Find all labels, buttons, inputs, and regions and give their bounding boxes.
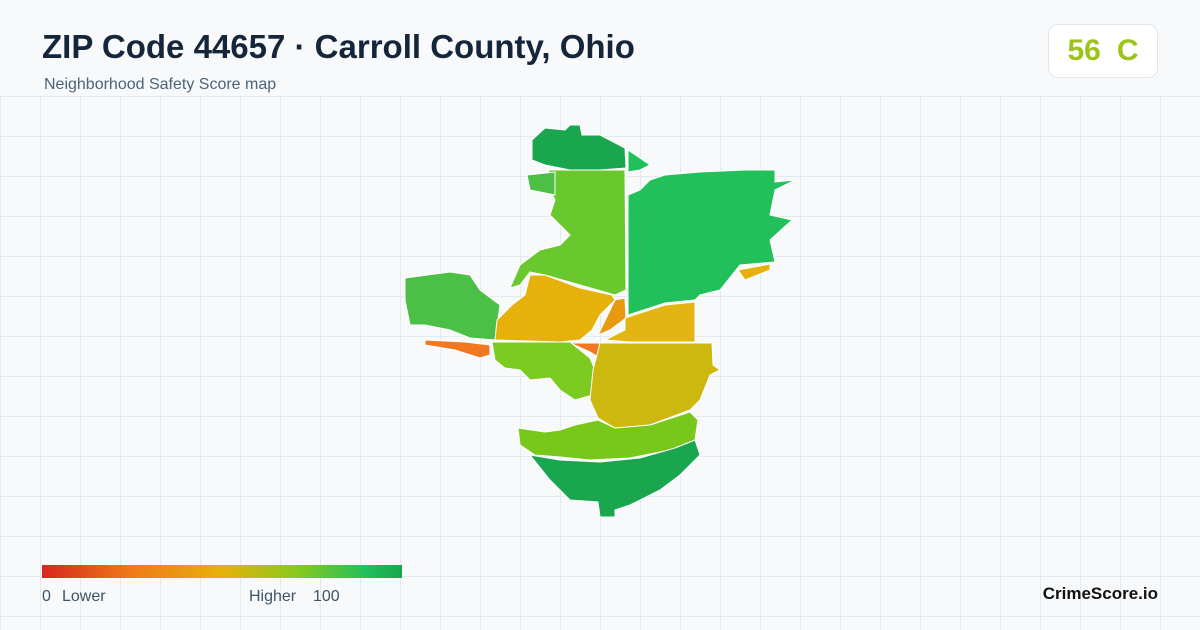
region [517,411,699,461]
title: ZIP Code 44657 · Carroll County, Ohio [42,28,635,65]
region [627,169,796,316]
score-grade: C [1116,34,1139,67]
region [737,263,771,281]
legend-min: 0 [42,588,51,605]
score-value: 56 [1067,34,1101,67]
legend-max: 100 [313,588,340,605]
region [627,149,651,173]
region [509,169,627,296]
legend-min-label: Lower [62,588,106,605]
region [491,341,596,401]
legend-max-label: Higher [249,588,297,605]
region [528,439,701,518]
region [603,301,696,343]
legend-gradient [42,565,402,578]
region [404,271,501,341]
brand: CrimeScore.io [1042,584,1158,603]
score-badge: 56 C [1048,24,1158,78]
region [526,171,556,196]
subtitle: Neighborhood Safety Score map [44,76,277,93]
region [589,342,721,429]
region [596,297,627,336]
region [531,124,627,171]
region [424,339,491,359]
